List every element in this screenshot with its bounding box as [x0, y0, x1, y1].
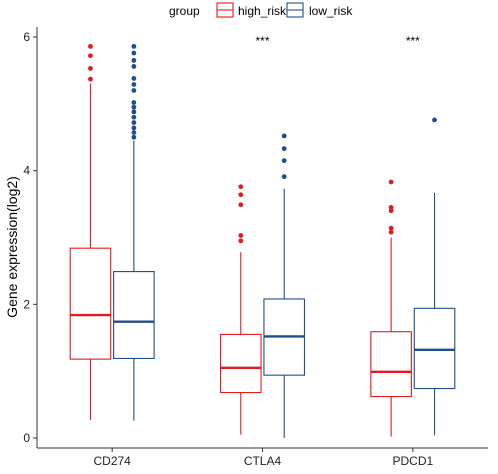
outlier-point [131, 82, 137, 87]
box-high_risk-PDCD1 [370, 179, 412, 437]
outlier-point [281, 174, 287, 180]
box-iqr [69, 247, 112, 360]
outlier-point [131, 58, 137, 63]
y-ticks: 0 2 4 6 [23, 30, 37, 445]
outlier-point [131, 100, 137, 105]
box-iqr [113, 271, 155, 360]
outlier-point [131, 109, 137, 115]
x-tick-label: CD274 [93, 454, 131, 468]
outlier-point [131, 50, 137, 56]
box-iqr [370, 331, 412, 398]
legend: group high_risk low_risk [169, 2, 353, 18]
legend-title: group [169, 4, 200, 18]
outlier-point [131, 104, 137, 110]
outlier-point [388, 205, 394, 210]
outlier-point [131, 43, 137, 49]
y-tick-label: 2 [23, 297, 30, 311]
outlier-point [88, 66, 93, 71]
y-tick-label: 4 [23, 164, 30, 178]
box-high_risk-CTLA4 [219, 184, 262, 435]
outlier-point [131, 76, 137, 81]
outlier-point [238, 233, 244, 238]
outlier-point [88, 43, 93, 49]
outlier-point [88, 53, 93, 59]
box-low_risk-CTLA4 [263, 133, 306, 438]
outlier-point [281, 146, 287, 152]
outlier-point [131, 64, 137, 69]
significance-label: *** [406, 34, 420, 48]
outlier-point [238, 184, 244, 190]
outlier-point [281, 133, 287, 139]
outlier-point [238, 202, 244, 208]
y-tick-label: 6 [23, 30, 30, 44]
outlier-point [131, 88, 137, 93]
outlier-point [131, 125, 137, 131]
outlier-point [388, 225, 394, 231]
outlier-point [238, 192, 244, 198]
significance-label: *** [255, 34, 269, 48]
boxes [69, 43, 456, 438]
outlier-point [131, 114, 137, 120]
x-tick-label: CTLA4 [244, 454, 282, 468]
outlier-point [388, 208, 394, 214]
legend-label-high-risk: high_risk [238, 4, 287, 18]
box-iqr [413, 307, 456, 390]
x-tick-label: PDCD1 [392, 454, 433, 468]
outlier-point [281, 158, 287, 164]
legend-label-low-risk: low_risk [309, 4, 353, 18]
outlier-point [131, 120, 137, 125]
box-iqr [219, 333, 262, 394]
outlier-point [238, 238, 244, 244]
outlier-point [131, 130, 137, 135]
y-tick-label: 0 [23, 431, 30, 445]
box-high_risk-CD274 [69, 43, 112, 420]
outlier-point [131, 134, 137, 140]
y-axis-title: Gene expression(log2) [4, 176, 20, 318]
outlier-point [388, 229, 394, 235]
x-ticks: CD274 CTLA4 PDCD1 [93, 448, 433, 468]
box-low_risk-CD274 [113, 43, 155, 421]
outlier-point [388, 179, 394, 185]
box-low_risk-PDCD1 [413, 117, 456, 436]
significance-marks: *** *** [255, 34, 420, 48]
outlier-point [88, 76, 93, 82]
outlier-point [432, 117, 437, 123]
